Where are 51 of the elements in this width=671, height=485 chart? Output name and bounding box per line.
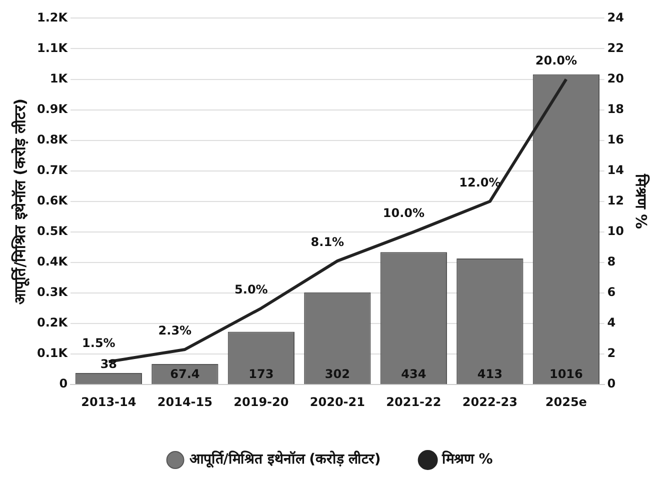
data-label: 12.0% — [459, 176, 501, 190]
y-tick-label: 0 — [59, 376, 68, 391]
x-tick-label: 2020-21 — [310, 394, 365, 409]
data-label: 173 — [248, 367, 274, 382]
x-tick-label: 2022-23 — [462, 394, 518, 409]
y-tick-label: 0.4K — [36, 254, 68, 269]
data-label: 1.5% — [82, 336, 116, 350]
x-tick-label: 2019-20 — [234, 394, 289, 409]
data-label: 2.3% — [158, 324, 192, 338]
y2-tick-label: 6 — [607, 285, 616, 300]
y2-tick-label: 22 — [607, 40, 624, 55]
y2-tick-label: 10 — [607, 224, 624, 238]
y2-tick-label: 4 — [607, 316, 616, 330]
data-label: 10.0% — [382, 206, 424, 220]
y2-tick-label: 12 — [607, 194, 624, 208]
data-label: 38 — [100, 357, 118, 372]
x-tick-label: 2021-22 — [386, 394, 442, 409]
y2-tick-label: 20 — [607, 71, 624, 86]
y-tick-label: 0.1K — [36, 346, 68, 360]
legend-label: मिश्रण % — [440, 450, 493, 468]
data-label: 20.0% — [535, 53, 577, 68]
y2-tick-label: 2 — [607, 346, 616, 360]
y-axis-title: आपूर्ति/मिश्रित इथेनॉल (करोड़ लीटर) — [10, 98, 30, 304]
y2-tick-label: 14 — [607, 162, 624, 177]
y-tick-label: 0.7K — [36, 162, 68, 177]
y-tick-label: 0.5K — [36, 224, 68, 238]
x-tick-label: 2013-14 — [81, 394, 136, 409]
y-tick-label: 0.8K — [36, 132, 68, 146]
data-label: 5.0% — [234, 282, 268, 296]
data-label: 434 — [401, 367, 426, 382]
y2-tick-label: 0 — [607, 376, 616, 391]
data-label: 1016 — [549, 367, 583, 382]
y-tick-label: 1.1K — [36, 40, 68, 55]
y-tick-label: 1.2K — [36, 10, 68, 24]
y2-axis-title: मिश्रण % — [632, 172, 650, 230]
data-label: 413 — [477, 367, 502, 382]
data-label: 302 — [324, 367, 350, 382]
y2-tick-label: 8 — [607, 254, 616, 269]
y2-tick-label: 16 — [607, 132, 624, 146]
y-tick-label: 0.6K — [36, 194, 68, 208]
y-tick-label: 1K — [50, 71, 68, 86]
y-tick-label: 0.3K — [36, 285, 68, 300]
y-tick-label: 0.9K — [36, 102, 68, 116]
y2-tick-label: 18 — [607, 102, 624, 116]
y2-tick-label: 24 — [607, 10, 624, 24]
legend-label: आपूर्ति/मिश्रित इथेनॉल (करोड़ लीटर) — [189, 450, 381, 469]
y-tick-label: 0.2K — [36, 316, 68, 330]
x-tick-label: 2014-15 — [157, 394, 212, 409]
x-tick-label: 2025e — [545, 394, 587, 409]
data-label: 67.4 — [170, 367, 200, 382]
data-label: 8.1% — [310, 235, 344, 250]
